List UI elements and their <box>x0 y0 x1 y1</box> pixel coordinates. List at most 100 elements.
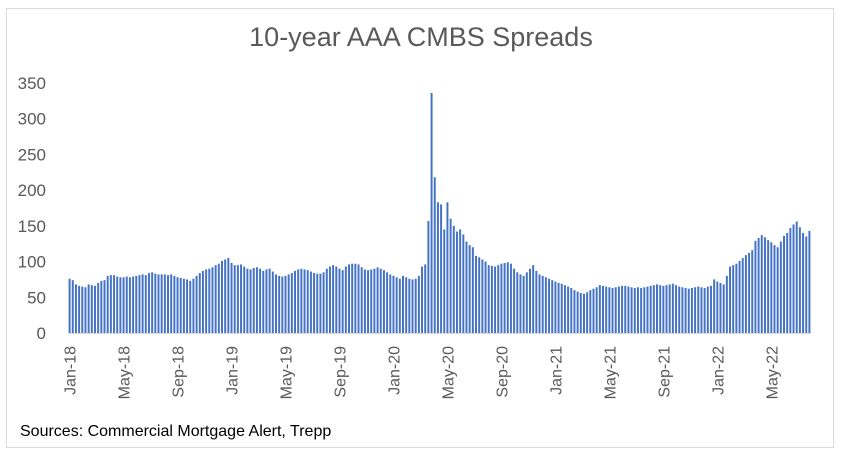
bar <box>503 263 506 333</box>
bar <box>440 204 443 333</box>
bar <box>592 288 595 333</box>
bar <box>436 202 439 333</box>
bar <box>789 228 792 333</box>
bar <box>703 288 706 333</box>
bar <box>421 266 424 333</box>
bar <box>176 277 179 333</box>
bar <box>748 253 751 333</box>
bar <box>779 241 782 333</box>
bar <box>297 269 300 333</box>
y-tick-label: 300 <box>18 110 46 129</box>
bar <box>433 177 436 333</box>
bar <box>97 283 100 333</box>
bar <box>252 268 255 333</box>
bar <box>195 275 198 333</box>
bar <box>119 277 122 333</box>
bar <box>138 275 141 333</box>
bar <box>309 271 312 333</box>
bar <box>614 287 617 333</box>
x-tick-label: Sep-20 <box>494 346 511 398</box>
bar <box>490 265 493 333</box>
bar <box>274 274 277 333</box>
bar <box>582 293 585 333</box>
bar <box>132 276 135 333</box>
bar <box>671 283 674 333</box>
bar <box>189 280 192 333</box>
bar <box>627 286 630 333</box>
bar <box>116 276 119 333</box>
bar <box>271 271 274 333</box>
bar <box>576 291 579 333</box>
bar <box>484 261 487 333</box>
bar <box>462 234 465 333</box>
bar <box>481 259 484 333</box>
bar <box>605 286 608 333</box>
bar <box>373 268 376 333</box>
bar <box>573 290 576 333</box>
bar <box>754 240 757 333</box>
bar <box>487 265 490 333</box>
bar <box>662 285 665 333</box>
bar <box>710 285 712 333</box>
bar <box>186 279 189 333</box>
bar <box>665 285 668 333</box>
y-tick-label: 0 <box>37 324 46 343</box>
source-note: Sources: Commercial Mortgage Alert, Trep… <box>20 423 332 440</box>
bar <box>160 274 163 333</box>
bar <box>179 278 182 333</box>
bar <box>713 279 716 333</box>
bar <box>106 275 109 333</box>
bar <box>735 263 738 333</box>
bar <box>602 285 605 333</box>
x-tick-label: Jan-21 <box>548 346 565 395</box>
bar <box>690 288 693 333</box>
bar <box>725 275 728 333</box>
bar <box>141 274 144 333</box>
bar <box>357 264 360 333</box>
bar <box>732 265 735 333</box>
bar <box>395 277 398 333</box>
bar <box>617 286 620 333</box>
bar <box>370 269 373 333</box>
bar <box>182 278 185 333</box>
bar <box>541 275 544 333</box>
bar <box>351 263 354 333</box>
bar <box>236 265 239 333</box>
bar <box>744 255 747 333</box>
bar <box>122 277 125 333</box>
bar <box>198 273 201 333</box>
bar <box>211 267 214 333</box>
bar <box>221 260 223 333</box>
bar <box>287 274 290 333</box>
bar <box>332 265 335 333</box>
bar <box>798 227 801 333</box>
bar <box>738 260 741 333</box>
bar <box>643 287 646 333</box>
bar <box>389 274 392 333</box>
bar <box>757 238 760 333</box>
bar <box>90 285 93 333</box>
bar <box>325 268 328 333</box>
bar <box>427 220 430 333</box>
bar <box>783 235 785 333</box>
bar <box>398 278 401 333</box>
bar <box>786 233 789 333</box>
x-tick-label: Sep-19 <box>332 346 349 398</box>
bar <box>636 287 639 333</box>
bar <box>243 266 246 333</box>
bar <box>68 278 71 333</box>
bar <box>675 285 678 333</box>
bar <box>624 285 627 333</box>
bar <box>548 278 551 333</box>
bar <box>446 202 449 333</box>
bar <box>128 277 131 333</box>
bar <box>157 274 160 333</box>
bar <box>424 264 427 333</box>
bar <box>87 284 90 333</box>
bar <box>687 288 690 333</box>
y-tick-label: 200 <box>18 181 46 200</box>
bar <box>589 290 592 333</box>
bar <box>586 292 589 333</box>
bar <box>367 270 370 333</box>
bar <box>452 225 455 333</box>
